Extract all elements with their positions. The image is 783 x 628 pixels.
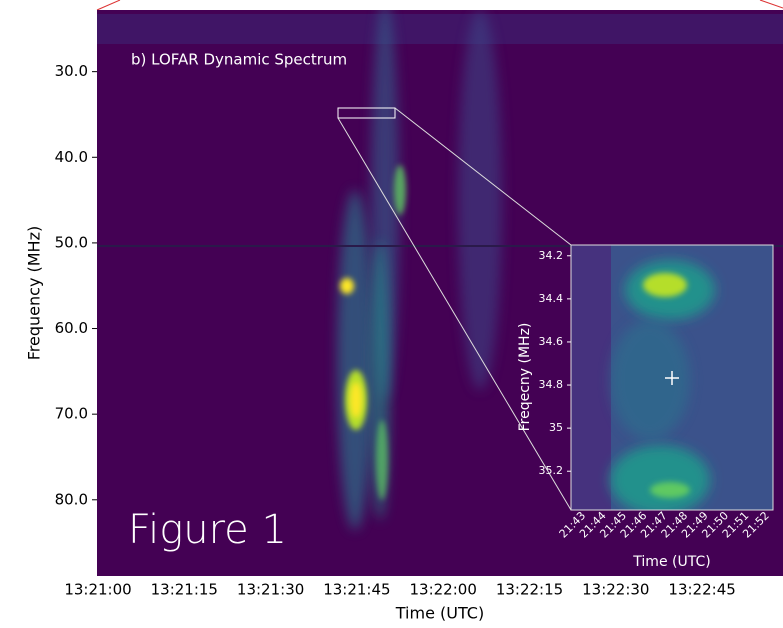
x-tick-label: 13:22:00	[410, 581, 477, 599]
chart-title: b) LOFAR Dynamic Spectrum	[131, 51, 347, 69]
zoom-line	[337, 117, 572, 511]
inset-x-label: Time (UTC)	[632, 554, 710, 570]
x-tick-label: 13:22:45	[668, 581, 735, 599]
y-tick-label: 30.0	[55, 62, 88, 80]
inset-y-tick-label: 34.8	[539, 378, 564, 391]
inset-y-tick-label: 34.6	[539, 335, 564, 348]
x-tick-label: 13:22:30	[582, 581, 649, 599]
y-tick-label: 60.0	[55, 319, 88, 337]
red-edge	[759, 0, 783, 9]
x-tick-label: 13:21:30	[237, 581, 304, 599]
inset-y-label: Freqecny (MHz)	[517, 323, 533, 432]
x-axis-label: Time (UTC)	[395, 604, 484, 623]
inset-y-tick-label: 34.2	[539, 249, 564, 262]
annotation: Figure 1	[128, 507, 287, 553]
inset-frame	[570, 244, 774, 511]
y-tick-label: 40.0	[55, 148, 88, 166]
inset-y-tick-label: 35.2	[539, 464, 564, 477]
y-tick-label: 50.0	[55, 233, 88, 251]
y-tick-label: 70.0	[55, 405, 88, 423]
x-tick-label: 13:22:15	[496, 581, 563, 599]
y-tick-label: 80.0	[55, 490, 88, 508]
x-tick-label: 13:21:15	[151, 581, 218, 599]
zoom-box	[337, 107, 396, 119]
inset-y-tick-label: 35	[549, 421, 563, 434]
y-axis-label: Frequency (MHz)	[25, 226, 44, 360]
x-tick-label: 13:21:00	[64, 581, 131, 599]
inset-y-tick-label: 34.4	[539, 292, 564, 305]
x-tick-label: 13:21:45	[323, 581, 390, 599]
marker	[665, 371, 679, 385]
red-edge	[96, 0, 121, 11]
zoom-line	[394, 107, 572, 246]
